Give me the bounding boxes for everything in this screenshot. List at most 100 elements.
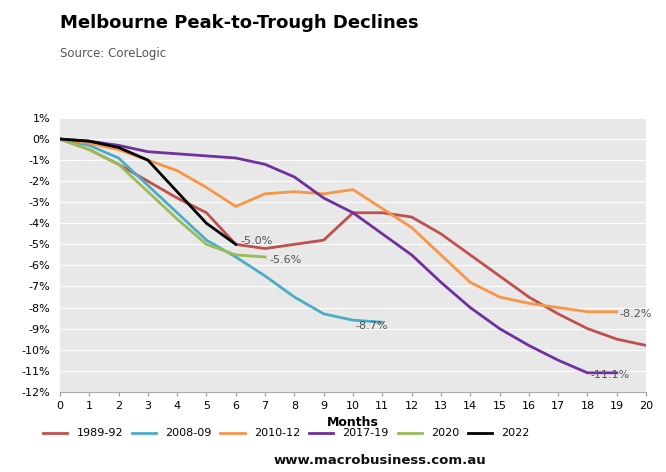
2022 — [85, 138, 93, 144]
2010-12 — [290, 189, 298, 194]
2010-12 — [56, 136, 64, 142]
Line: 2017-19: 2017-19 — [60, 139, 617, 373]
2010-12 — [408, 225, 416, 230]
Text: Source: CoreLogic: Source: CoreLogic — [60, 47, 166, 60]
1989-92 — [232, 242, 240, 247]
2008-09 — [115, 155, 123, 161]
2010-12 — [583, 309, 591, 314]
2008-09 — [85, 143, 93, 148]
Text: Melbourne Peak-to-Trough Declines: Melbourne Peak-to-Trough Declines — [60, 14, 418, 32]
1989-92 — [378, 210, 386, 216]
2020 — [261, 254, 269, 260]
Text: MACRO: MACRO — [539, 37, 613, 55]
1989-92 — [320, 237, 328, 243]
2017-19 — [349, 210, 357, 216]
2008-09 — [202, 237, 210, 243]
Line: 2010-12: 2010-12 — [60, 139, 617, 312]
Line: 2022: 2022 — [60, 139, 236, 244]
2008-09 — [349, 317, 357, 323]
2022 — [56, 136, 64, 142]
2020 — [232, 252, 240, 258]
2017-19 — [232, 155, 240, 161]
1989-92 — [525, 294, 533, 300]
2010-12 — [173, 168, 181, 174]
2020 — [85, 147, 93, 152]
2017-19 — [408, 252, 416, 258]
2017-19 — [583, 370, 591, 376]
2008-09 — [290, 294, 298, 300]
2022 — [144, 157, 152, 163]
2010-12 — [320, 191, 328, 197]
2017-19 — [261, 161, 269, 167]
2017-19 — [437, 279, 445, 285]
2017-19 — [613, 370, 621, 376]
2008-09 — [56, 136, 64, 142]
2010-12 — [437, 252, 445, 258]
2010-12 — [378, 206, 386, 211]
Text: -9.8%: -9.8% — [0, 471, 1, 472]
2010-12 — [349, 187, 357, 193]
2010-12 — [261, 191, 269, 197]
1989-92 — [466, 252, 474, 258]
Legend: 1989-92, 2008-09, 2010-12, 2017-19, 2020, 2022: 1989-92, 2008-09, 2010-12, 2017-19, 2020… — [39, 424, 534, 443]
1989-92 — [85, 147, 93, 152]
2017-19 — [85, 138, 93, 144]
2010-12 — [496, 294, 503, 300]
2008-09 — [232, 254, 240, 260]
1989-92 — [202, 210, 210, 216]
2008-09 — [173, 210, 181, 216]
2022 — [173, 189, 181, 194]
Text: -5.6%: -5.6% — [270, 255, 302, 265]
2022 — [232, 242, 240, 247]
2017-19 — [290, 174, 298, 180]
2017-19 — [173, 151, 181, 157]
1989-92 — [408, 214, 416, 220]
2017-19 — [525, 343, 533, 348]
1989-92 — [349, 210, 357, 216]
2010-12 — [613, 309, 621, 314]
1989-92 — [290, 242, 298, 247]
1989-92 — [173, 195, 181, 201]
Line: 2008-09: 2008-09 — [60, 139, 382, 322]
1989-92 — [261, 246, 269, 252]
2017-19 — [56, 136, 64, 142]
1989-92 — [115, 161, 123, 167]
2017-19 — [115, 143, 123, 148]
2010-12 — [115, 147, 123, 152]
Text: -5.0%: -5.0% — [240, 236, 272, 246]
Text: -8.7%: -8.7% — [356, 321, 388, 331]
Text: -8.2%: -8.2% — [619, 309, 652, 319]
2017-19 — [496, 326, 503, 331]
X-axis label: Months: Months — [327, 416, 379, 430]
2020 — [115, 161, 123, 167]
1989-92 — [642, 343, 650, 348]
2017-19 — [466, 305, 474, 311]
2017-19 — [144, 149, 152, 154]
2017-19 — [202, 153, 210, 159]
2010-12 — [232, 203, 240, 209]
1989-92 — [144, 178, 152, 184]
1989-92 — [56, 136, 64, 142]
Text: www.macrobusiness.com.au: www.macrobusiness.com.au — [273, 454, 486, 467]
1989-92 — [613, 336, 621, 342]
1989-92 — [437, 231, 445, 236]
2020 — [56, 136, 64, 142]
2008-09 — [261, 273, 269, 279]
2010-12 — [525, 301, 533, 306]
2020 — [144, 189, 152, 194]
2022 — [115, 144, 123, 150]
2008-09 — [320, 311, 328, 317]
1989-92 — [554, 311, 562, 317]
2020 — [173, 216, 181, 222]
Line: 2020: 2020 — [60, 139, 265, 257]
2022 — [202, 220, 210, 226]
2010-12 — [144, 157, 152, 163]
2008-09 — [378, 320, 386, 325]
2010-12 — [202, 185, 210, 190]
2017-19 — [320, 195, 328, 201]
2017-19 — [554, 357, 562, 363]
2010-12 — [85, 141, 93, 146]
2010-12 — [466, 279, 474, 285]
2010-12 — [554, 305, 562, 311]
2008-09 — [144, 183, 152, 188]
